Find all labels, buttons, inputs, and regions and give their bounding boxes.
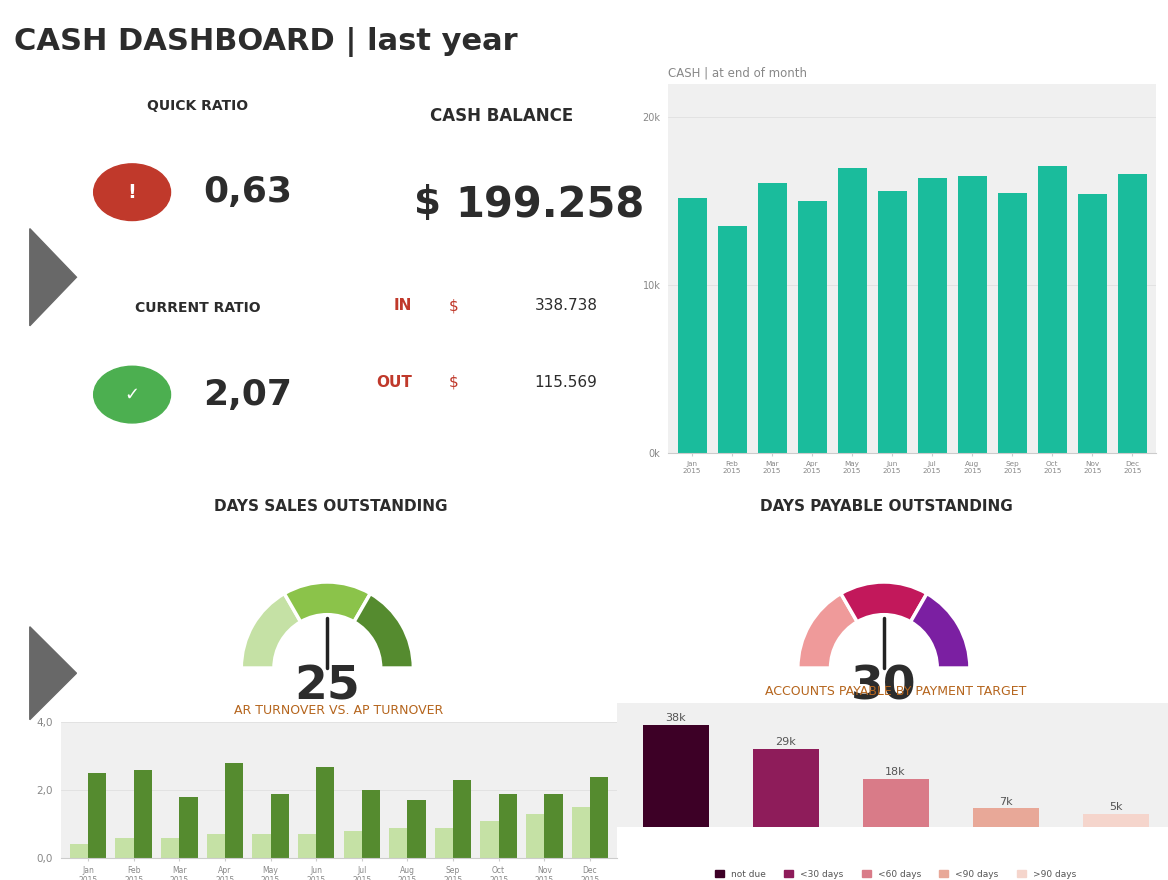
Text: QUICK RATIO: QUICK RATIO [147,99,249,114]
Bar [571,807,590,858]
Text: $: $ [449,375,458,390]
Text: 25: 25 [294,664,360,709]
Bar [798,202,827,453]
Text: CASH BALANCE: CASH BALANCE [430,107,573,125]
Bar [88,774,106,858]
Legend: not due, <30 days, <60 days, <90 days, >90 days: not due, <30 days, <60 days, <90 days, >… [711,866,1080,880]
Bar [271,794,288,858]
Bar [758,183,786,453]
Text: 115.569: 115.569 [535,375,597,390]
Bar [453,780,472,858]
Bar [317,766,334,858]
Text: 30: 30 [851,664,917,709]
Text: CURRENT RATIO: CURRENT RATIO [135,302,260,316]
Bar [408,801,425,858]
Bar [207,834,225,858]
Bar [526,814,544,858]
Bar [1118,174,1147,453]
Text: DAYS PAYABLE OUTSTANDING: DAYS PAYABLE OUTSTANDING [760,498,1013,514]
Text: IN: IN [394,298,411,313]
Circle shape [93,366,171,423]
Wedge shape [242,593,300,668]
Bar [677,198,707,453]
Bar [958,176,987,453]
Bar [133,770,152,858]
Bar [878,191,906,453]
Text: 5k: 5k [1108,802,1122,812]
Text: 38k: 38k [666,713,686,723]
Title: AR TURNOVER VS. AP TURNOVER: AR TURNOVER VS. AP TURNOVER [235,704,444,717]
Bar [225,763,243,858]
Bar [1038,166,1066,453]
Text: 18k: 18k [885,767,906,777]
Bar [642,725,709,827]
Bar [70,845,88,858]
Text: 338.738: 338.738 [535,298,597,313]
Text: OUT: OUT [376,375,411,390]
Bar [343,831,362,858]
Bar [389,827,408,858]
Bar [362,790,380,858]
Bar [973,809,1038,827]
Bar [1083,814,1148,827]
Bar [434,827,453,858]
Text: 29k: 29k [776,737,795,747]
Wedge shape [798,593,857,668]
Text: ✓: ✓ [125,385,140,404]
Text: 199.258: 199.258 [456,184,645,226]
Bar [862,779,929,827]
Text: 0,63: 0,63 [203,175,292,209]
Text: CASH | at end of month: CASH | at end of month [668,67,807,80]
Bar [298,834,317,858]
Text: 2,07: 2,07 [203,378,292,412]
Bar [997,193,1027,453]
Circle shape [93,164,171,221]
Text: C
A
S
H
 
C
O
N
V
E
R
S
I
O
N: C A S H C O N V E R S I O N [26,598,34,748]
Wedge shape [354,593,413,668]
Bar [161,838,180,858]
Text: $: $ [415,184,442,222]
Wedge shape [841,582,927,622]
Text: 7k: 7k [999,796,1013,807]
Bar [480,821,499,858]
Text: !: ! [127,183,137,202]
Bar [252,834,271,858]
Bar [499,794,517,858]
Bar [544,794,563,858]
Wedge shape [284,582,370,622]
Polygon shape [30,229,76,326]
Text: DAYS SALES OUTSTANDING: DAYS SALES OUTSTANDING [214,498,447,514]
Polygon shape [30,627,76,720]
Bar [837,167,867,453]
Bar [918,178,946,453]
Title: ACCOUNTS PAYABLE BY PAYMENT TARGET: ACCOUNTS PAYABLE BY PAYMENT TARGET [765,685,1027,698]
Text: W
O
R
K
I
N
G
 
C
A
P
I
T
A
L: W O R K I N G C A P I T A L [25,194,35,344]
Text: $: $ [449,298,458,313]
Bar [1078,194,1107,453]
Bar [590,777,609,858]
Bar [752,749,819,827]
Wedge shape [911,593,969,668]
Text: CASH DASHBOARD | last year: CASH DASHBOARD | last year [14,27,517,57]
Bar [717,226,746,453]
Bar [180,797,197,858]
Bar [116,838,133,858]
